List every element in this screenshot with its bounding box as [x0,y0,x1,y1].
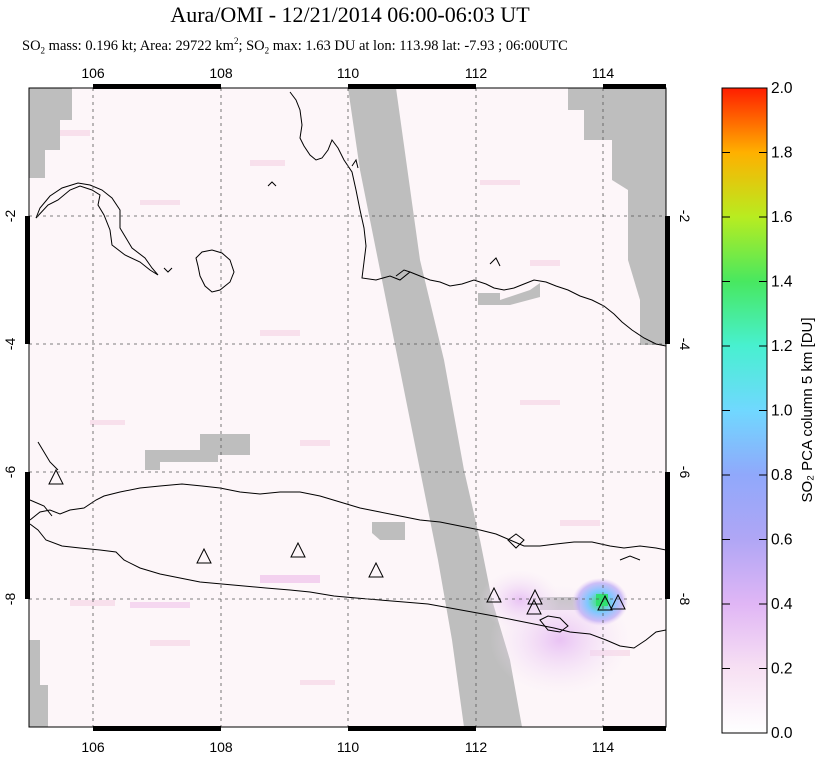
lon-label: 112 [465,65,488,81]
lat-label: -6 [677,466,693,479]
lat-label: -8 [677,593,693,606]
volcano-marker [486,586,502,603]
lat-label: -6 [2,466,18,479]
lon-label: 110 [337,739,360,755]
graticule [29,88,666,727]
colorbar: 0.0 0.2 0.4 0.6 0.8 1.0 1.2 1.4 1.6 1.8 2.0 SO₂ PC… [721,80,816,742]
lon-label: 106 [81,739,105,755]
colorbar-tick-label: 1.4 [771,274,793,291]
missing-data-areas [29,88,666,727]
lon-label: 114 [592,739,615,755]
volcano-marker [527,588,543,605]
map-title: Aura/OMI - 12/21/2014 06:00-06:03 UT [170,2,530,27]
left-lat-labels: -2 -4 -6 -8 [2,210,18,606]
bottom-lon-labels: 106 108 110 112 114 [81,739,614,755]
top-lon-labels: 106 108 110 112 114 [81,65,614,81]
volcano-markers [48,468,626,615]
colorbar-tick-label: 0.2 [771,661,793,678]
volcano-marker [368,561,384,578]
right-lat-labels: -2 -4 -6 -8 [677,210,693,606]
so2-plume [480,570,630,695]
colorbar-tick-label: 1.2 [771,338,793,355]
colorbar-tick-label: 0.8 [771,467,793,484]
volcano-marker [196,547,212,564]
colorbar-tick-label: 0.0 [771,725,793,742]
colorbar-tick-label: 1.0 [771,403,793,420]
lat-label: -4 [677,338,693,351]
colorbar-tick-label: 2.0 [771,80,793,97]
colorbar-tick-label: 1.6 [771,209,793,226]
lon-label: 108 [209,65,233,81]
lat-label: -4 [2,338,18,351]
lon-label: 108 [209,739,233,755]
lat-label: -2 [677,210,693,223]
colorbar-label: SO₂ PCA column 5 km [DU] [799,317,816,502]
lon-label: 114 [592,65,615,81]
volcano-marker [597,594,613,611]
map-subtitle: SO2 mass: 0.196 kt; Area: 29722 km2; SO2… [22,36,568,56]
lat-label: -2 [2,210,18,223]
lat-label: -8 [2,593,18,606]
colorbar-tick-label: 0.6 [771,532,793,549]
volcano-marker [290,541,306,558]
lon-label: 106 [81,65,105,81]
colorbar-tick-label: 0.4 [771,596,793,613]
volcano-marker [48,468,64,485]
volcano-marker [610,593,626,610]
coastlines [29,91,666,649]
volcano-marker [526,598,542,615]
colorbar-tick-label: 1.8 [771,145,793,162]
lon-label: 110 [337,65,360,81]
map-frame [25,84,670,731]
lon-label: 112 [465,739,488,755]
